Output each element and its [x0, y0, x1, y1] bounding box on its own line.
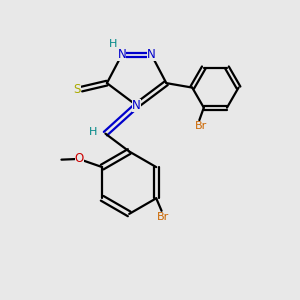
Text: H: H: [109, 39, 118, 49]
Text: O: O: [75, 152, 84, 165]
Text: S: S: [74, 82, 81, 96]
Text: N: N: [132, 99, 141, 112]
Text: H: H: [89, 127, 97, 137]
Text: N: N: [117, 48, 126, 62]
Text: N: N: [147, 48, 156, 62]
Text: Br: Br: [157, 212, 169, 222]
Text: Br: Br: [195, 121, 208, 131]
